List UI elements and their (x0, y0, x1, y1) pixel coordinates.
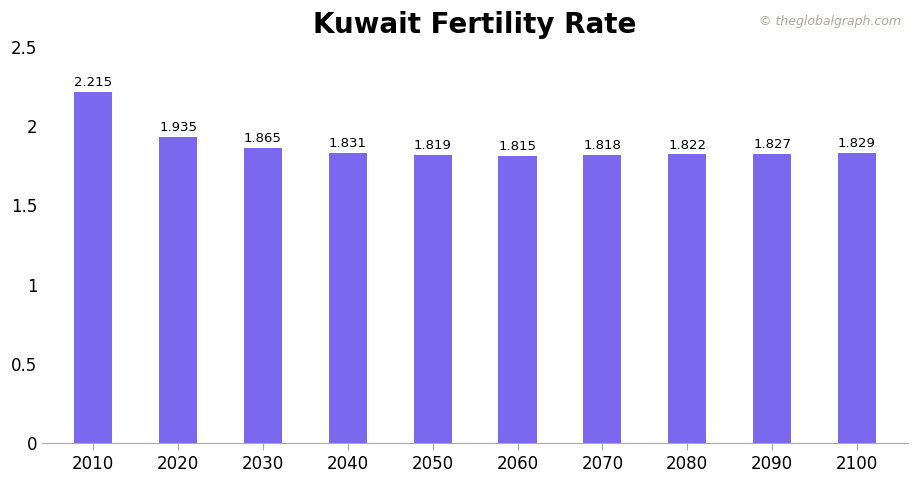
Bar (584, 155, 621, 443)
Bar (753, 153, 791, 443)
Bar (668, 154, 707, 443)
Text: 1.818: 1.818 (584, 139, 621, 152)
Text: 2.215: 2.215 (74, 76, 112, 90)
Text: © theglobalgraph.com: © theglobalgraph.com (758, 15, 901, 28)
Text: 1.831: 1.831 (329, 137, 367, 150)
Text: 1.827: 1.827 (753, 138, 791, 151)
Text: 1.865: 1.865 (244, 132, 282, 145)
Bar (498, 155, 537, 443)
Bar (74, 92, 112, 443)
Text: 1.822: 1.822 (668, 138, 707, 151)
Bar (244, 148, 282, 443)
Bar (159, 136, 198, 443)
Text: 1.815: 1.815 (498, 140, 537, 152)
Text: 1.935: 1.935 (159, 121, 197, 134)
Bar (414, 155, 452, 443)
Text: 1.819: 1.819 (414, 139, 451, 152)
Text: 1.829: 1.829 (838, 137, 876, 151)
Bar (329, 153, 367, 443)
Bar (838, 153, 876, 443)
Title: Kuwait Fertility Rate: Kuwait Fertility Rate (313, 11, 637, 39)
